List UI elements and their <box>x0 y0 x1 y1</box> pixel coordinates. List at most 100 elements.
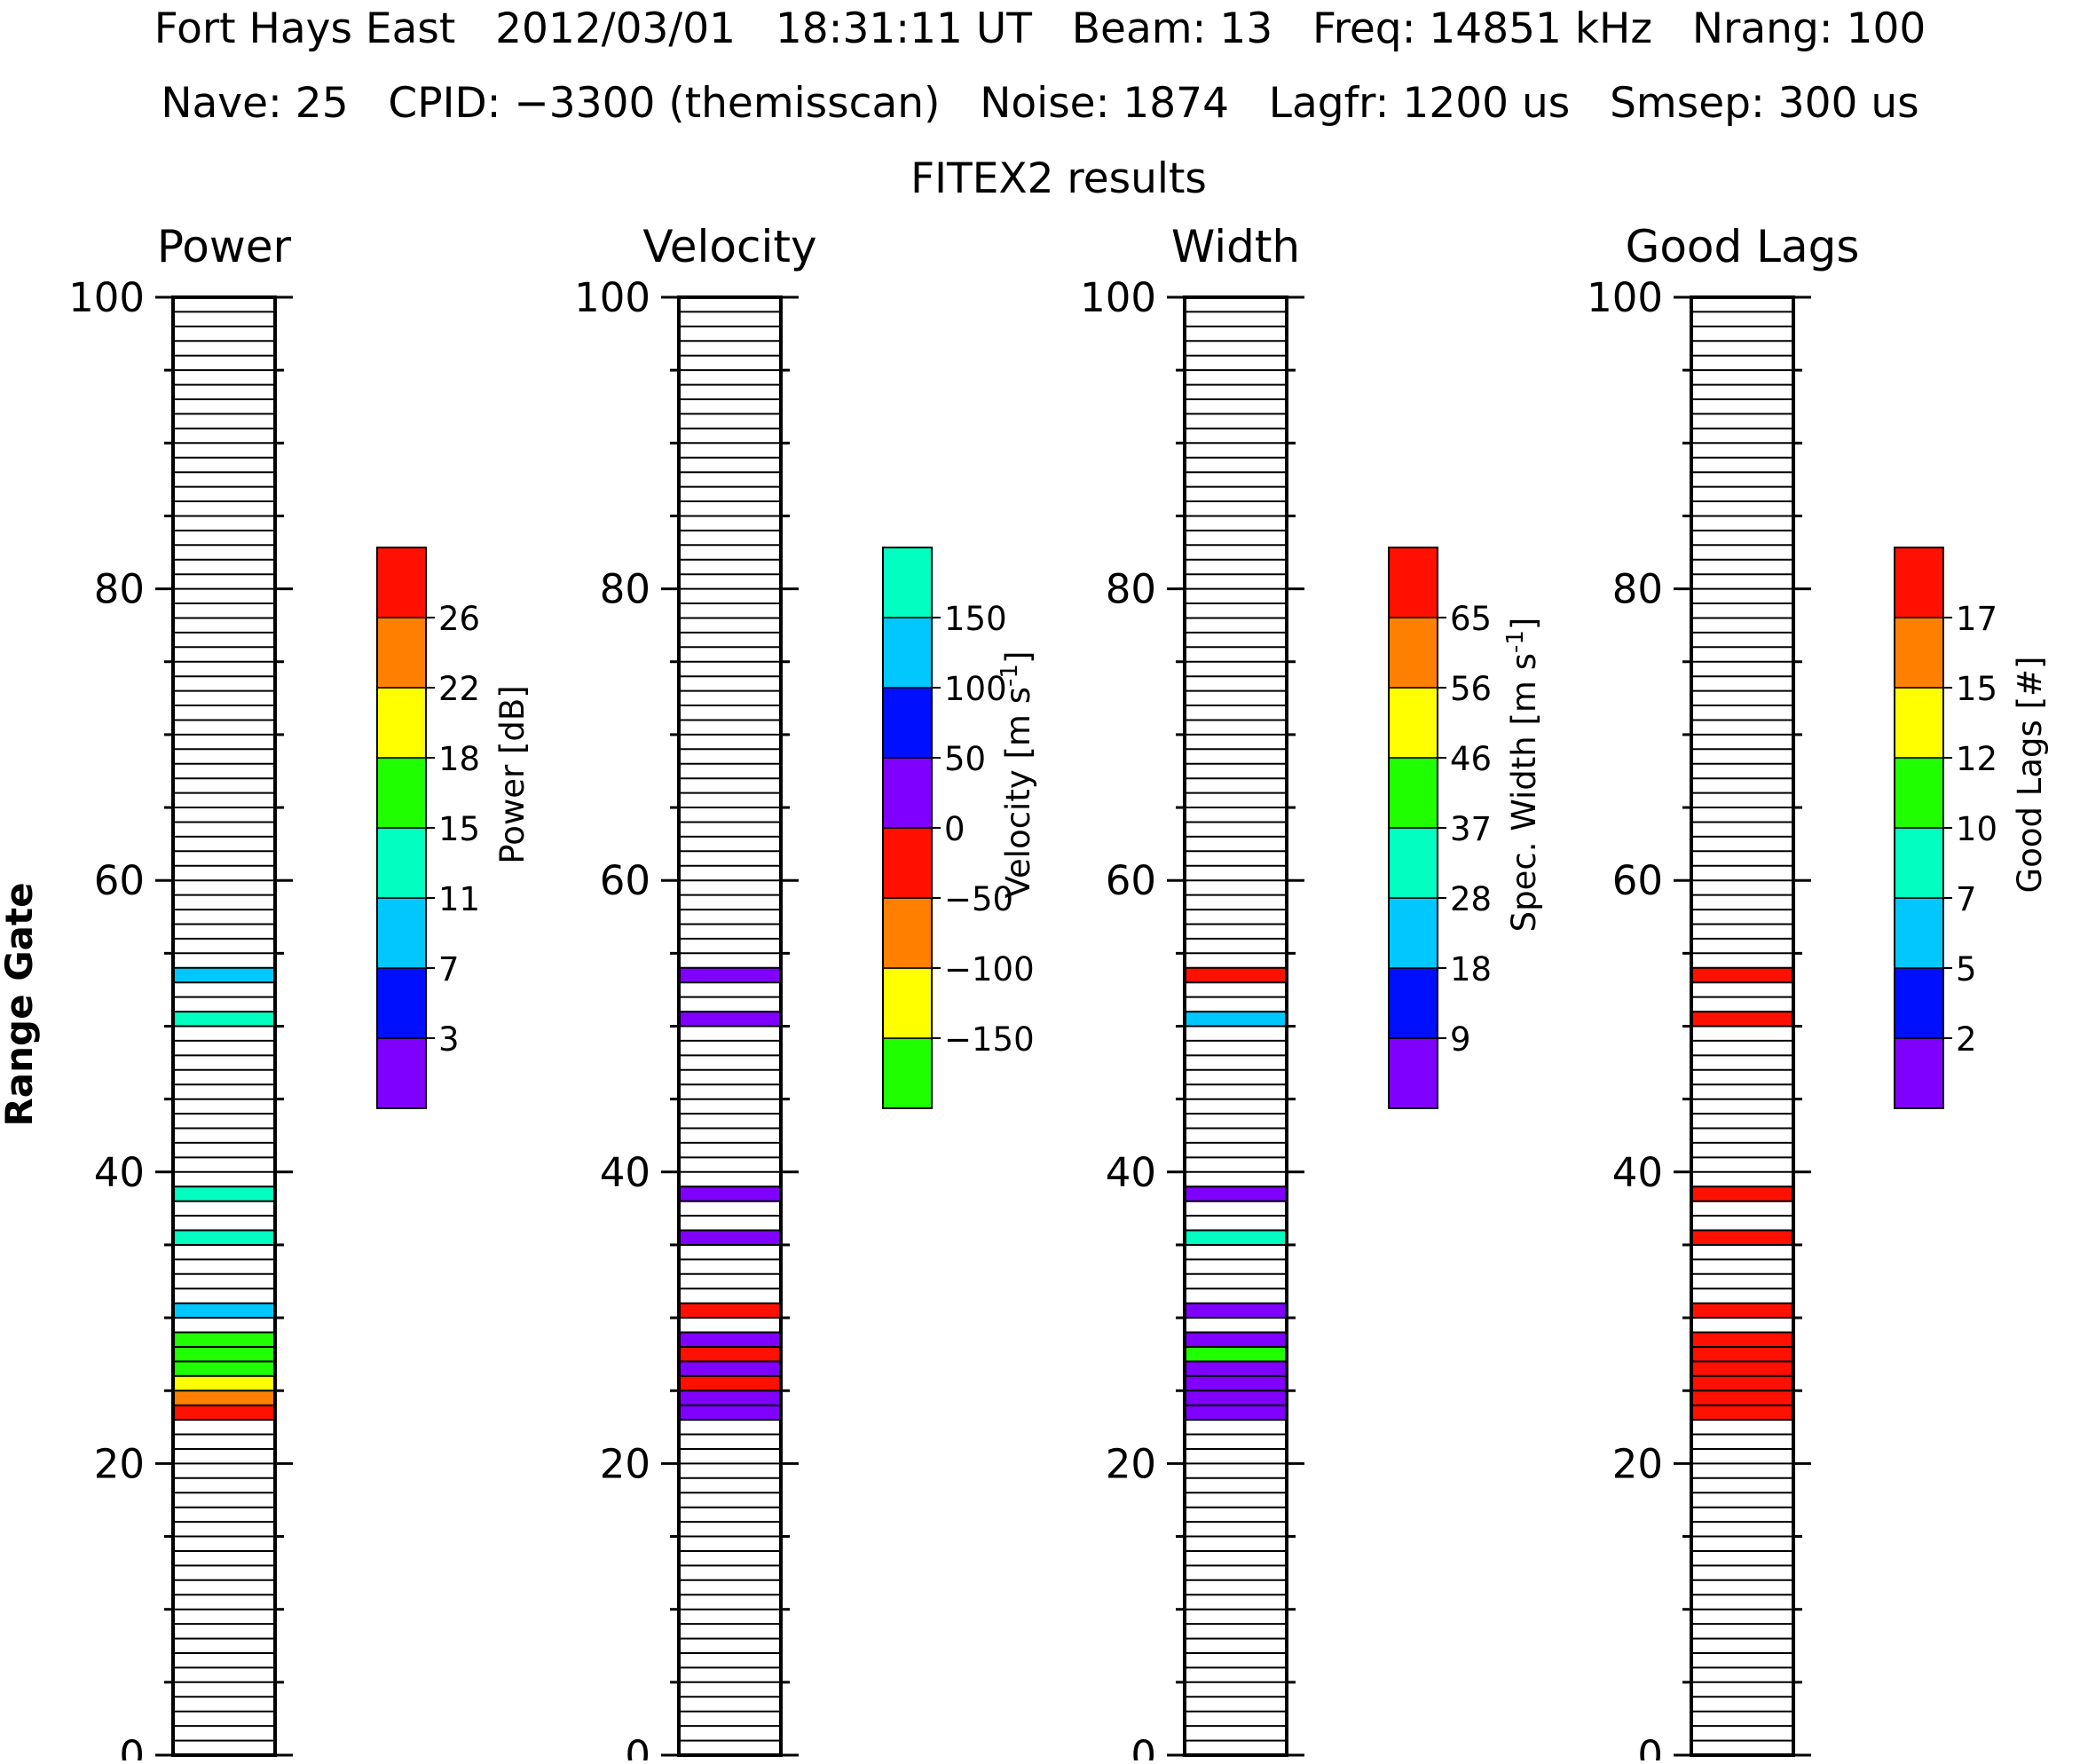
y-tick-label: 60 <box>1612 857 1663 904</box>
colorbar-swatch <box>1388 687 1438 759</box>
colorbar-swatch <box>376 967 427 1039</box>
gate-lines <box>173 311 275 1742</box>
y-tick-label: 0 <box>1131 1732 1156 1760</box>
colorbar-swatch <box>1388 827 1438 899</box>
colorbar-swatch <box>1894 897 1944 969</box>
colorbar-tick-label: 12 <box>1956 740 1997 778</box>
header-line-2: Nave: 25 CPID: −3300 (themisscan) Noise:… <box>161 79 1918 128</box>
colorbar-swatch <box>882 967 933 1039</box>
range-cell <box>679 1390 781 1406</box>
y-tick-label: 20 <box>1612 1440 1663 1487</box>
range-cell <box>173 1361 275 1376</box>
colorbar-swatch <box>1894 617 1944 689</box>
y-tick-label: 80 <box>1612 566 1663 613</box>
colorbar-swatch <box>1388 967 1438 1039</box>
colorbar-swatch <box>882 617 933 689</box>
range-cell <box>173 1390 275 1406</box>
range-cell <box>1185 1375 1287 1391</box>
colorbar-tick-label: 46 <box>1450 740 1492 778</box>
range-cell <box>173 1405 275 1421</box>
y-tick-label: 60 <box>94 857 145 904</box>
range-cell <box>679 1012 781 1027</box>
colorbar-swatch <box>882 547 933 618</box>
y-tick-label: 80 <box>600 566 650 613</box>
panel-power: Power 0 20 40 60 80 100 3 7 11 15 18 22 26 Power [dB] <box>68 221 532 1764</box>
range-cell <box>1185 1346 1287 1362</box>
colorbar-label: Good Lags [#] <box>2011 657 2049 894</box>
range-cell <box>173 1332 275 1347</box>
range-cell <box>1691 1186 1793 1201</box>
colorbar-tick-label: 7 <box>1956 880 1977 918</box>
y-tick-label: 100 <box>574 274 650 321</box>
gate-lines <box>679 311 781 1742</box>
y-tick-label: 40 <box>600 1149 650 1196</box>
range-cell <box>1691 1390 1793 1406</box>
colorbar-swatch <box>1388 547 1438 618</box>
colorbar-swatch <box>376 757 427 829</box>
colorbar-swatch <box>1894 547 1944 618</box>
range-cell <box>679 1332 781 1347</box>
colorbar-tick-label: 22 <box>438 670 480 708</box>
panel-title: Good Lags <box>1626 221 1860 272</box>
colorbar-tick-label: 5 <box>1956 950 1977 988</box>
range-cell <box>173 1303 275 1319</box>
colorbar-swatch <box>1388 1037 1438 1109</box>
colorbar-tick-label: 65 <box>1450 600 1492 638</box>
y-tick-label: 40 <box>1106 1149 1156 1196</box>
chart-subtitle: FITEX2 results <box>910 154 1207 203</box>
colorbar-tick-label: 15 <box>1956 670 1997 708</box>
colorbar-swatch <box>1894 687 1944 759</box>
colorbar-swatch <box>882 897 933 969</box>
colorbar-swatch <box>1894 757 1944 829</box>
range-cell <box>173 1375 275 1391</box>
header-line-1: Fort Hays East 2012/03/01 18:31:11 UT Be… <box>154 4 1926 53</box>
y-tick-label: 80 <box>1106 566 1156 613</box>
y-tick-label: 100 <box>1080 274 1156 321</box>
colorbar-tick-label: 26 <box>438 600 480 638</box>
range-cell <box>1691 1230 1793 1245</box>
range-cell <box>1185 1186 1287 1201</box>
y-tick-label: 0 <box>119 1732 145 1760</box>
colorbar-tick-label: 150 <box>944 600 1007 638</box>
range-cell <box>173 1012 275 1027</box>
panel-velocity: Velocity 0 20 40 60 80 100 −150 −100 −50 0 50 100 150… <box>574 221 1037 1764</box>
colorbar-swatch <box>1388 617 1438 689</box>
range-cell <box>679 1405 781 1421</box>
colorbar-tick-label: 50 <box>944 740 986 778</box>
colorbar-swatch <box>376 547 427 618</box>
range-cell <box>1691 1361 1793 1376</box>
colorbar-swatch <box>882 757 933 829</box>
panel-width: Width 0 20 40 60 80 100 9 18 28 37 46 56 65 Spec. Widt… <box>1080 221 1543 1764</box>
range-cell <box>1691 1303 1793 1319</box>
colorbar-tick-label: 0 <box>944 810 965 848</box>
y-tick-label: 60 <box>1106 857 1156 904</box>
colorbar-tick-label: −50 <box>944 880 1013 918</box>
colorbar-tick-label: 9 <box>1450 1020 1471 1059</box>
colorbar-swatch <box>1894 827 1944 899</box>
y-tick-label: 20 <box>94 1440 145 1487</box>
colorbar-tick-label: 7 <box>438 950 460 988</box>
range-cell <box>1185 967 1287 983</box>
range-cell <box>679 1230 781 1245</box>
gate-lines <box>1185 311 1287 1742</box>
y-tick-label: 0 <box>1637 1732 1663 1760</box>
range-cell <box>1185 1303 1287 1319</box>
panel-good-lags: Good Lags 0 20 40 60 80 100 2 5 7 10 12 15 17 Good Lag… <box>1587 221 2049 1764</box>
colorbar-swatch <box>376 827 427 899</box>
range-cell <box>679 1346 781 1362</box>
y-tick-label: 100 <box>1587 274 1663 321</box>
y-tick-label: 80 <box>94 566 145 613</box>
colorbar-tick-label: 11 <box>438 880 480 918</box>
colorbar-tick-label: 17 <box>1956 600 1997 638</box>
range-cell <box>1691 1405 1793 1421</box>
colorbar-swatch <box>882 1037 933 1109</box>
colorbar-tick-label: 18 <box>1450 950 1492 988</box>
range-cell <box>1691 1012 1793 1027</box>
colorbar-tick-label: 56 <box>1450 670 1492 708</box>
y-tick-label: 60 <box>600 857 650 904</box>
colorbar-label: Spec. Width [m s-1] <box>1502 618 1543 933</box>
range-cell <box>679 1303 781 1319</box>
colorbar-swatch <box>376 687 427 759</box>
